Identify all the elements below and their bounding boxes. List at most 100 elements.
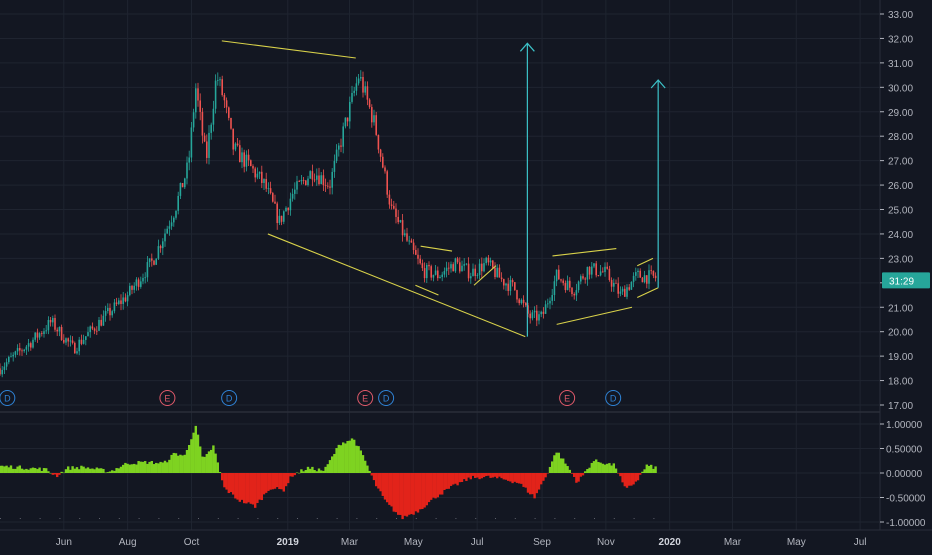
candle-body <box>219 79 221 81</box>
dividend-event-label: D <box>383 394 390 404</box>
earnings-event-marker[interactable] <box>559 390 576 406</box>
oscillator-bar <box>234 473 237 499</box>
oscillator-tick-dot <box>396 518 397 519</box>
candle-body <box>280 215 283 222</box>
oscillator-bar <box>78 469 81 473</box>
candle-body <box>566 280 569 291</box>
candle-body <box>56 329 58 332</box>
dividend-event-marker[interactable] <box>0 390 16 406</box>
dividend-event-marker[interactable] <box>605 390 622 406</box>
oscillator-bar <box>641 471 644 473</box>
candle-body <box>71 340 74 343</box>
oscillator-bar <box>339 445 343 473</box>
candle-body <box>509 280 512 291</box>
oscillator-bar <box>491 473 494 478</box>
oscillator-bar <box>188 444 191 473</box>
price-axis-tick-label: 26.00 <box>888 181 913 192</box>
oscillator-bar <box>575 473 578 483</box>
candle-body <box>170 222 173 227</box>
pattern-trendline[interactable] <box>637 257 654 267</box>
candle-body <box>485 257 487 264</box>
pattern-trendline[interactable] <box>556 306 633 325</box>
candle-body <box>505 283 507 286</box>
oscillator-tick-dot <box>653 518 655 519</box>
oscillator-tick-dot <box>237 518 239 519</box>
pattern-trendline[interactable] <box>420 245 453 252</box>
time-axis-tick-label: Jul <box>854 537 867 548</box>
pattern-trendline[interactable] <box>552 248 617 257</box>
oscillator-bar <box>403 473 406 516</box>
candle-body <box>104 311 107 316</box>
price-axis-panel[interactable] <box>880 0 932 530</box>
candle-body <box>357 78 360 84</box>
oscillator-bar <box>31 467 35 473</box>
oscillator-bar <box>91 468 94 473</box>
time-axis-tick-label: Jul <box>471 537 484 548</box>
earnings-event-marker[interactable] <box>159 390 176 406</box>
candle-body <box>118 300 120 304</box>
oscillator-bar <box>102 468 105 473</box>
candle-body <box>408 240 410 242</box>
oscillator-bar <box>542 473 545 481</box>
oscillator-bar <box>258 473 261 500</box>
price-axis-tick-label: 28.00 <box>888 132 913 143</box>
oscillator-tick-dot <box>316 518 318 519</box>
oscillator-bar <box>445 473 448 489</box>
oscillator-bar <box>513 473 516 482</box>
oscillator-tick-dot <box>79 518 81 519</box>
oscillator-bar <box>291 473 294 477</box>
candle-body <box>463 264 465 266</box>
oscillator-bar <box>111 470 114 473</box>
candle-body <box>410 240 413 243</box>
candle-body <box>250 160 252 167</box>
candle-body <box>3 366 6 370</box>
candle-body <box>619 291 622 294</box>
pattern-trendline[interactable] <box>415 284 439 296</box>
candle-body <box>47 319 50 331</box>
oscillator-bar <box>331 456 334 473</box>
pattern-trendline[interactable] <box>267 233 526 338</box>
oscillator-bar <box>40 470 43 473</box>
candle-body <box>272 193 274 202</box>
candle-body <box>500 277 503 280</box>
candle-body <box>12 354 14 357</box>
oscillator-bar <box>460 473 464 483</box>
oscillator-bar <box>29 468 32 473</box>
oscillator-bar <box>579 473 582 477</box>
candle-body <box>329 186 331 188</box>
earnings-event-label: E <box>564 394 570 404</box>
earnings-event-marker[interactable] <box>357 390 374 406</box>
last-price-badge[interactable] <box>882 272 930 289</box>
oscillator-bar <box>478 473 481 480</box>
oscillator-tick-dot <box>613 518 615 519</box>
pattern-trendline[interactable] <box>473 265 497 286</box>
candle-body <box>311 171 314 180</box>
candle-body <box>597 275 600 277</box>
dividend-event-marker[interactable] <box>378 390 395 406</box>
candle-body <box>107 307 109 312</box>
time-axis-tick-label: Nov <box>597 537 615 548</box>
oscillator-axis-tick-label: -0.50000 <box>886 494 926 505</box>
candle-body <box>263 179 265 183</box>
oscillator-bar <box>471 473 475 476</box>
oscillator-bar <box>632 473 635 485</box>
candle-body <box>322 175 325 186</box>
oscillator-bar <box>106 472 109 473</box>
candle-body <box>67 338 69 342</box>
candle-body <box>604 266 606 272</box>
pattern-trendline[interactable] <box>221 40 356 59</box>
candle-body <box>624 288 626 297</box>
oscillator-bar <box>540 473 543 485</box>
oscillator-bar <box>654 466 657 473</box>
candle-body <box>151 258 153 261</box>
candle-body <box>511 280 514 283</box>
candle-body <box>595 263 597 276</box>
pattern-trendline[interactable] <box>637 287 659 298</box>
dividend-event-marker[interactable] <box>221 390 238 406</box>
candle-body <box>298 181 300 183</box>
oscillator-tick-dot <box>277 518 279 519</box>
oscillator-bar <box>53 473 57 475</box>
price-axis-tick-label: 17.00 <box>888 401 913 412</box>
